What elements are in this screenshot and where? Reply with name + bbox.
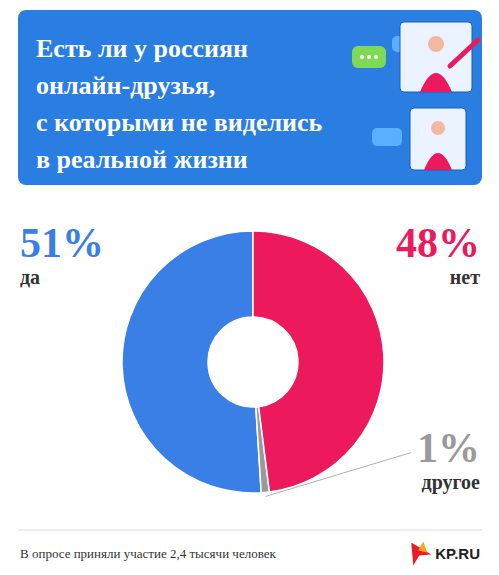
window-frame	[410, 108, 466, 170]
chat-bubble	[372, 128, 402, 146]
banner-background	[18, 10, 482, 185]
plot	[122, 231, 384, 493]
value-label: 1%	[417, 425, 480, 471]
chat-bubble	[352, 46, 386, 68]
logo-star	[411, 543, 431, 566]
title-line: в реальной жизни	[36, 145, 248, 174]
footer-rule	[18, 530, 482, 531]
banner: Есть ли у россиян онлайн-друзья, с которым…	[18, 10, 482, 185]
logo-star	[418, 542, 427, 553]
bubble-dot	[360, 55, 364, 59]
footnote: В опросе приняли участие 2,4 тысячи чело…	[20, 546, 276, 561]
person-head	[428, 36, 444, 52]
illustration	[352, 22, 478, 170]
value-label: 51%	[20, 220, 104, 266]
category-label: другое	[422, 471, 481, 494]
bubble-dot	[374, 55, 378, 59]
bubble-dot	[367, 55, 371, 59]
person-body	[424, 153, 452, 170]
category-label: да	[20, 266, 40, 288]
value-label: 48%	[396, 220, 480, 266]
slice	[122, 231, 261, 493]
footer: В опросе приняли участие 2,4 тысячи чело…	[18, 530, 482, 566]
title-line: с которыми не виделись	[36, 108, 323, 137]
title: Есть ли у россиян онлайн-друзья, с которым…	[36, 34, 323, 174]
data-labels: 51%да 1%другое 48%нет	[20, 220, 480, 496]
leader-line	[266, 453, 411, 497]
person-body	[420, 73, 452, 92]
person-arm	[450, 40, 478, 66]
title-line: онлайн-друзья,	[36, 71, 215, 100]
person-head	[431, 121, 445, 135]
category-label: нет	[450, 266, 480, 288]
title-line: Есть ли у россиян	[36, 34, 248, 63]
slice	[253, 231, 384, 492]
source-logo: KP.RU	[435, 545, 480, 562]
chart: Есть ли у россиян онлайн-друзья, с которым…	[0, 0, 499, 575]
